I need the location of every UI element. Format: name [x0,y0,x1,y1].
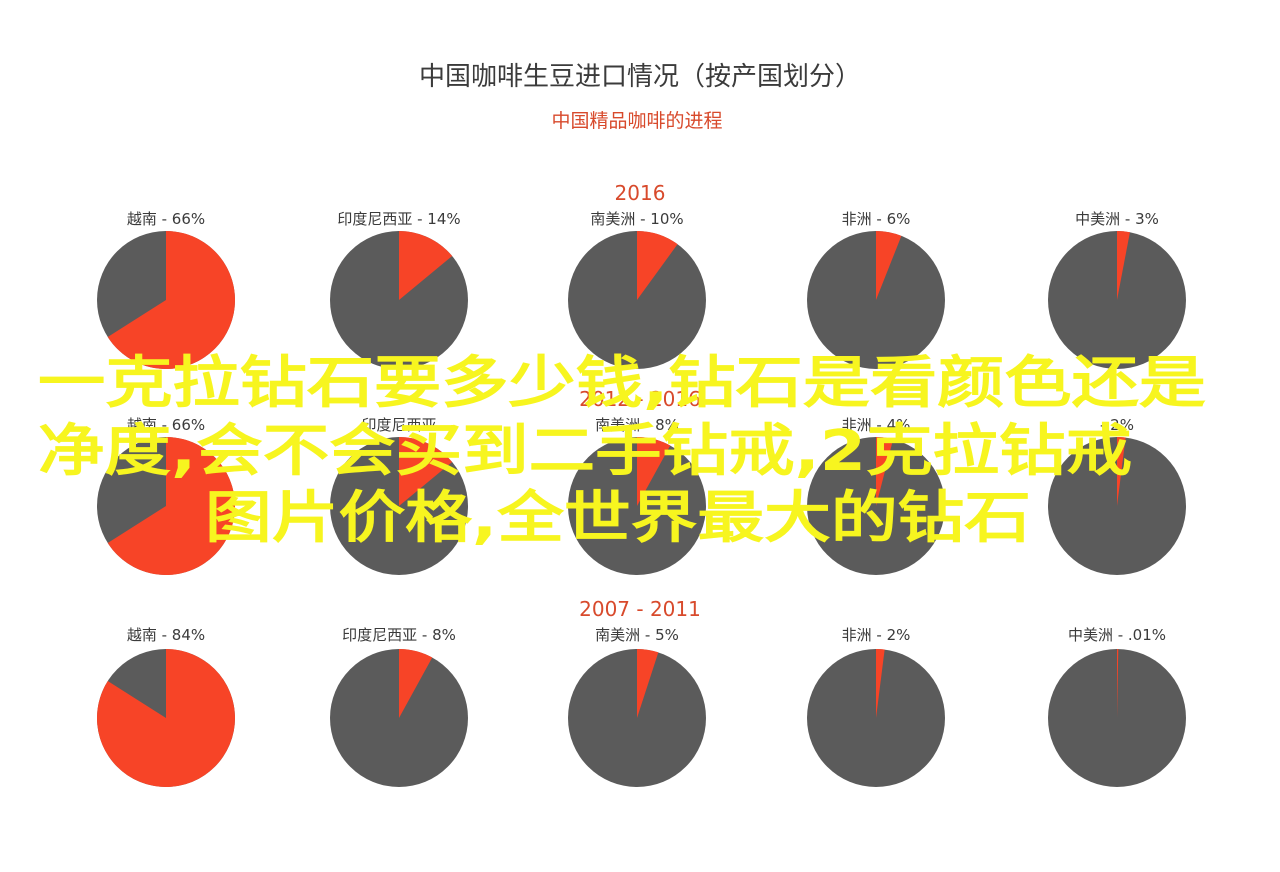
pie-label: 非洲 - 2% [842,626,911,644]
pie-label: 南美洲 - 10% [590,210,683,228]
pie-share-slice [399,649,433,718]
pie-share-slice [107,437,235,575]
pie-label: 中美洲 - .01% [1068,626,1166,644]
pie-label: 越南 - 66% [127,416,205,434]
pie-share-slice [1117,436,1126,506]
pie-share-slice [1117,231,1130,300]
pie-share-slice [637,649,659,718]
period-label: 2007 - 2011 [579,597,701,621]
pie-label: - 2% [1100,416,1134,434]
pie-share-slice [876,649,885,718]
pie-share-slice [637,436,671,506]
pie-panels: 2016 越南 - 66% 印度尼西亚 - 14% 南美洲 - 10% 非洲 - 6% 中… [96,181,1186,787]
chart-title: 中国咖啡生豆进口情况（按产国划分） [419,62,861,92]
pie-share-slice [876,437,894,506]
chart-subtitle: 中国精品咖啡的进程 [551,110,722,132]
pie-label: 非洲 - 6% [842,210,911,228]
pie-share-slice [399,231,453,300]
pie-share-slice [399,437,453,506]
period-label: 2012 - 2016 [579,387,701,411]
pie-label: 南美洲 - 8% [595,416,679,434]
pie-label: 印度尼西亚 - 8% [342,626,456,644]
pie-share-slice [1117,648,1119,718]
pie-label: 南美洲 - 5% [595,626,679,644]
pie-share-slice [637,231,678,300]
pie-share-slice [107,231,235,369]
pie-share-slice [876,231,902,300]
pie-label: 中美洲 - 3% [1075,210,1159,228]
pie-label: 印度尼西亚 [361,416,436,434]
pie-label: 非洲 - 4% [842,416,911,434]
period-label: 2016 [615,181,666,205]
pie-label: 印度尼西亚 - 14% [337,210,460,228]
pie-share-slice [96,649,235,787]
pie-label: 越南 - 84% [127,626,205,644]
pie-label: 越南 - 66% [127,210,205,228]
